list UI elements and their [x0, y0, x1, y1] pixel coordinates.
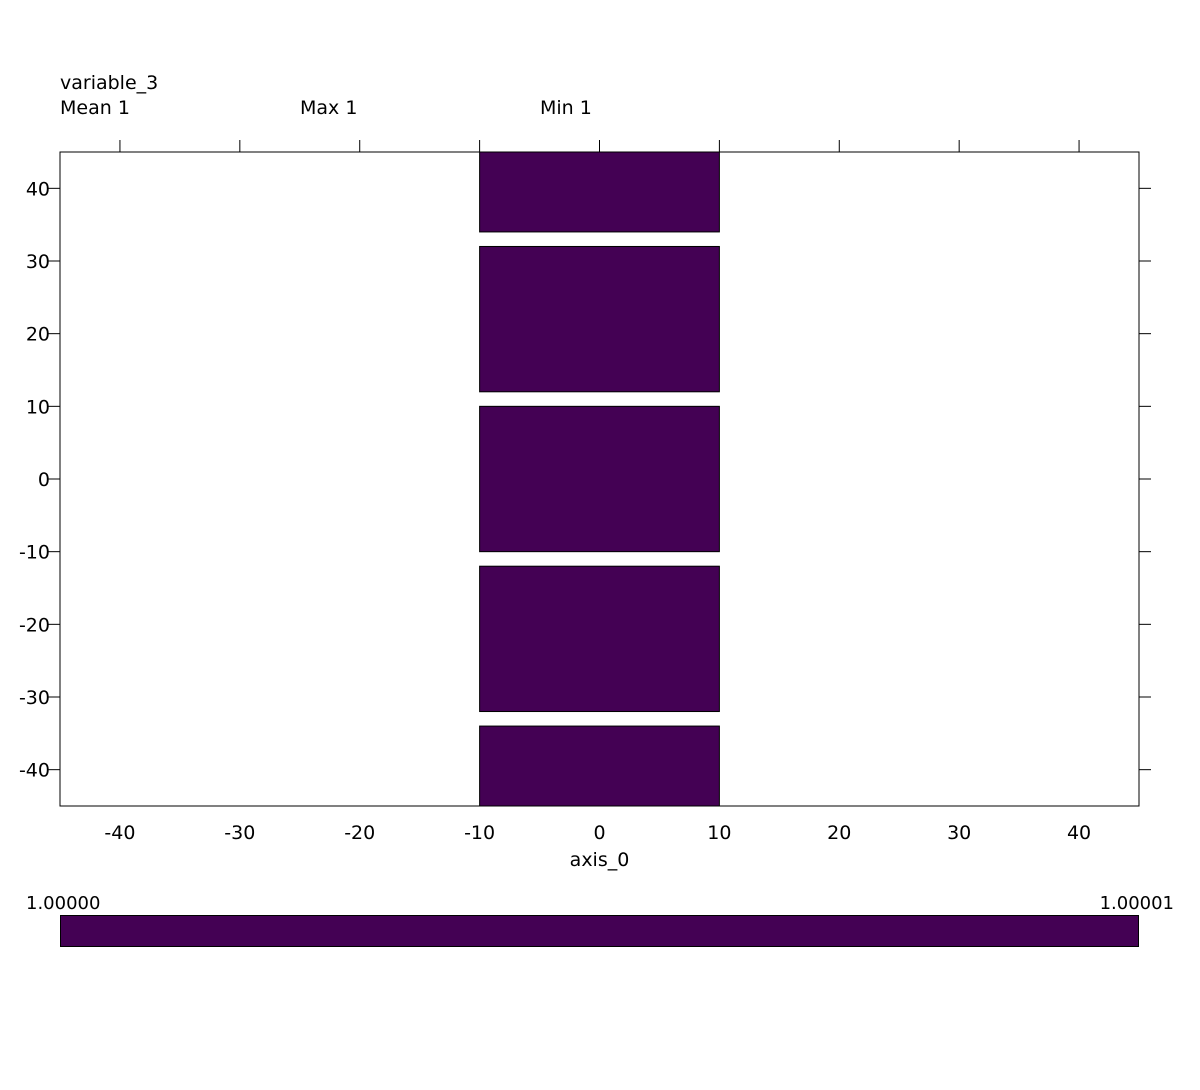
heatmap-cell-3: [479, 405, 720, 553]
stat-min-label: Min: [540, 97, 574, 119]
colorbar: [60, 915, 1139, 947]
heatmap-cell-4: [479, 565, 720, 713]
stat-mean: Mean 1: [60, 97, 130, 119]
x-tick-label: 0: [593, 822, 605, 844]
y-tick-label: -20: [19, 614, 50, 636]
x-axis-title: axis_0: [570, 849, 630, 871]
stat-min: Min 1: [540, 97, 592, 119]
heatmap-plot: -40 -30 -20 -10 0 10 20 30 40 40 30 20 10 0 -10 -20 -30 -…: [19, 140, 1151, 871]
heatmap-cell-2: [479, 245, 720, 393]
x-tick-label: -40: [104, 822, 135, 844]
cells-layer: [479, 151, 720, 807]
y-tick-label: 0: [38, 469, 50, 491]
stat-max-label: Max: [300, 97, 340, 119]
heatmap-cell-1: [479, 151, 720, 233]
colorbar-max-label: 1.00001: [1099, 893, 1174, 914]
x-tick-label: 30: [947, 822, 971, 844]
x-tick-label: 40: [1067, 822, 1091, 844]
stat-mean-label: Mean: [60, 97, 112, 119]
y-tick-label: -30: [19, 687, 50, 709]
x-tick-label: 20: [827, 822, 851, 844]
stat-max: Max 1: [300, 97, 357, 119]
variable-title: variable_3: [60, 72, 159, 94]
x-tick-label: -30: [224, 822, 255, 844]
y-tick-label: 30: [26, 251, 50, 273]
y-tick-label: 20: [26, 324, 50, 346]
y-tick-label: -10: [19, 542, 50, 564]
x-tick-label: 10: [707, 822, 731, 844]
ticks-layer: -40 -30 -20 -10 0 10 20 30 40 40 30 20 10 0 -10 -20 -30 -…: [19, 140, 1151, 844]
y-tick-label: 10: [26, 396, 50, 418]
y-tick-label: -40: [19, 760, 50, 782]
colorbar-min-label: 1.00000: [26, 893, 101, 914]
stat-mean-value: 1: [117, 97, 130, 119]
stat-max-value: 1: [345, 97, 358, 119]
x-tick-label: -20: [344, 822, 375, 844]
y-tick-label: 40: [26, 178, 50, 200]
heatmap-cell-5: [479, 725, 720, 807]
stat-min-value: 1: [579, 97, 592, 119]
x-tick-label: -10: [464, 822, 495, 844]
